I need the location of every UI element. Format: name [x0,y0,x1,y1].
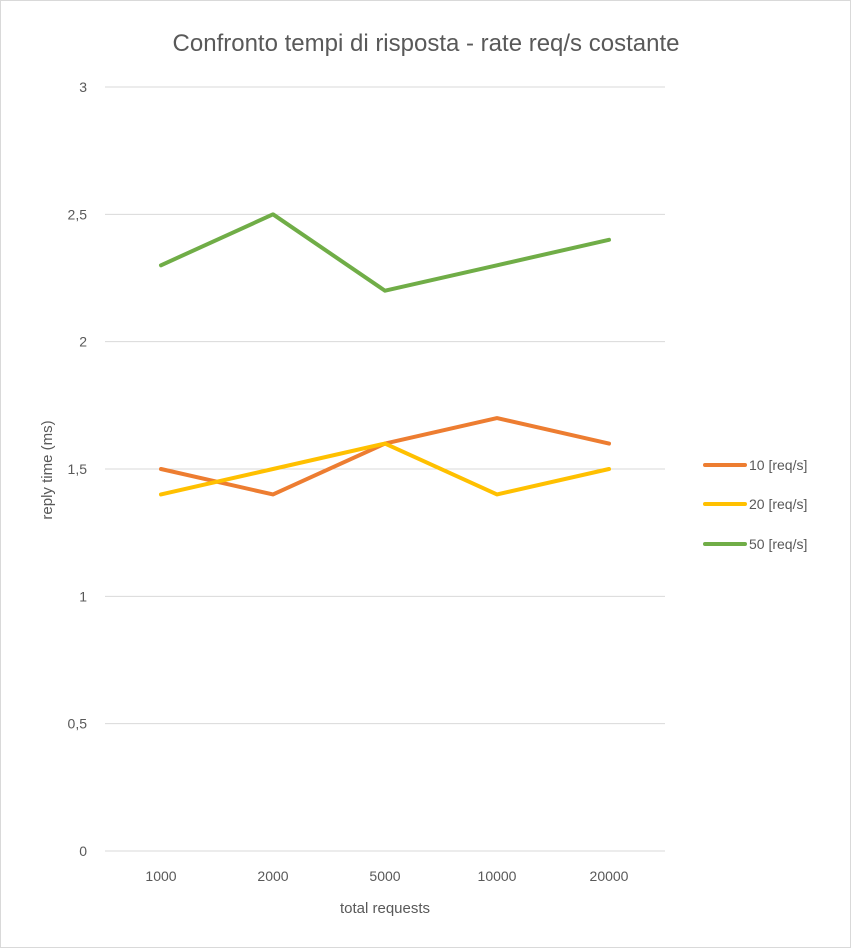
chart-title: Confronto tempi di risposta - rate req/s… [173,30,680,57]
y-tick-label: 3 [79,79,87,95]
x-axis-title: total requests [340,900,430,917]
series-line-3 [159,212,611,293]
legend: 10 [req/s] 20 [req/s] 50 [req/s] [703,457,807,552]
legend-label: 50 [req/s] [749,536,807,552]
gridlines [105,86,665,852]
legend-label: 20 [req/s] [749,496,807,512]
x-tick-label: 1000 [145,868,176,884]
y-axis-ticks: 0 0,5 1 1,5 2 2,5 3 [68,79,88,859]
y-tick-label: 2 [79,334,87,350]
y-tick-label: 1 [79,588,87,604]
y-tick-label: 2,5 [68,206,88,222]
x-tick-label: 10000 [478,868,517,884]
legend-label: 10 [req/s] [749,457,807,473]
y-tick-label: 0,5 [68,716,88,732]
series-lines [159,212,611,497]
y-tick-label: 0 [79,843,87,859]
x-tick-label: 5000 [369,868,400,884]
y-tick-label: 1,5 [68,461,88,477]
x-tick-label: 2000 [257,868,288,884]
y-axis-title: reply time (ms) [39,420,56,519]
x-tick-label: 20000 [590,868,629,884]
x-axis-ticks: 1000 2000 5000 10000 20000 [145,868,628,884]
series-line-2 [159,441,611,497]
